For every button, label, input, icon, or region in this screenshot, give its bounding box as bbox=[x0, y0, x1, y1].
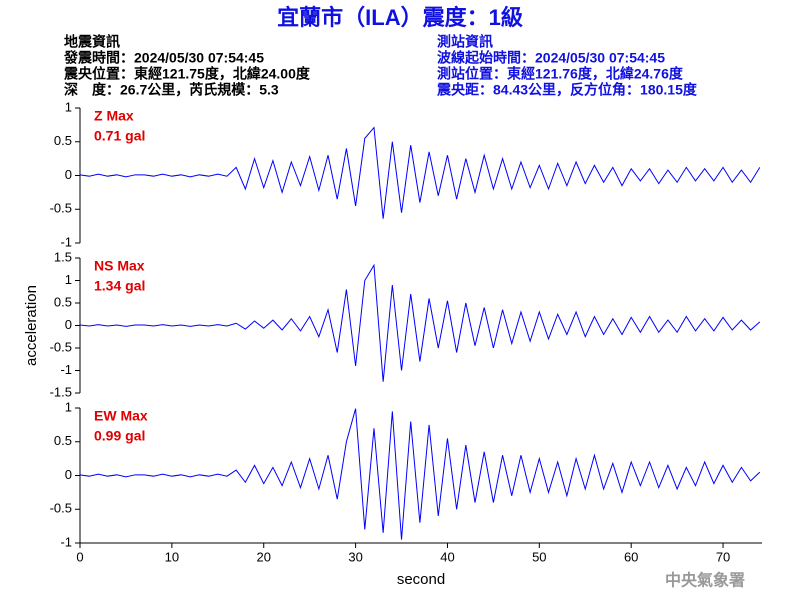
x-tick-label: 60 bbox=[624, 549, 638, 564]
info-line: 發震時間：2024/05/30 07:54:45 bbox=[63, 50, 264, 66]
annotation: 0.99 gal bbox=[94, 428, 145, 444]
annotation: NS Max bbox=[94, 258, 145, 274]
y-tick-label: 1 bbox=[65, 272, 72, 287]
x-tick-label: 20 bbox=[256, 549, 270, 564]
y-tick-label: 0 bbox=[65, 467, 72, 482]
annotation: Z Max bbox=[94, 108, 134, 124]
x-tick-label: 10 bbox=[165, 549, 179, 564]
y-tick-label: 0 bbox=[65, 317, 72, 332]
x-axis-label: second bbox=[397, 571, 445, 588]
info-line: 震央距：84.43公里，反方位角：180.15度 bbox=[436, 82, 698, 98]
x-tick-label: 0 bbox=[76, 549, 83, 564]
y-tick-label: -1 bbox=[60, 534, 72, 549]
annotation: 1.34 gal bbox=[94, 278, 145, 294]
y-tick-label: -0.5 bbox=[50, 501, 72, 516]
y-tick-label: -1 bbox=[60, 234, 72, 249]
x-tick-label: 30 bbox=[348, 549, 362, 564]
y-tick-label: 0.5 bbox=[54, 133, 72, 148]
watermark: 中央氣象署 bbox=[665, 571, 745, 590]
annotation: 0.71 gal bbox=[94, 128, 145, 144]
x-tick-label: 40 bbox=[440, 549, 454, 564]
info-line: 地震資訊 bbox=[64, 34, 120, 50]
info-line: 波線起始時間：2024/05/30 07:54:45 bbox=[437, 50, 665, 66]
y-tick-label: 1 bbox=[65, 399, 72, 414]
x-tick-label: 70 bbox=[716, 549, 730, 564]
y-tick-label: 0 bbox=[65, 167, 72, 182]
y-tick-label: -1 bbox=[60, 362, 72, 377]
y-tick-label: 1.5 bbox=[54, 249, 72, 264]
y-tick-label: -1.5 bbox=[50, 384, 72, 399]
info-line: 深 度：26.7公里，芮氏規模：5.3 bbox=[64, 82, 279, 98]
y-tick-label: -0.5 bbox=[50, 339, 72, 354]
y-tick-label: 0.5 bbox=[54, 433, 72, 448]
y-tick-label: -0.5 bbox=[50, 201, 72, 216]
annotation: EW Max bbox=[94, 408, 148, 424]
info-line: 震央位置：東經121.75度，北緯24.00度 bbox=[63, 66, 311, 82]
y-tick-label: 0.5 bbox=[54, 294, 72, 309]
info-line: 測站資訊 bbox=[437, 34, 493, 50]
waveform bbox=[79, 126, 761, 219]
left-info: 地震資訊 發震時間：2024/05/30 07:54:45 震央位置：東經121… bbox=[63, 34, 311, 98]
right-info: 測站資訊 波線起始時間：2024/05/30 07:54:45 測站位置：東經1… bbox=[436, 34, 698, 98]
waveform bbox=[79, 263, 761, 382]
y-tick-label: 1 bbox=[65, 99, 72, 114]
x-tick-label: 50 bbox=[532, 549, 546, 564]
y-axis-label: acceleration bbox=[23, 285, 40, 366]
chart-title: 宜蘭市（ILA）震度：1級 bbox=[277, 5, 523, 30]
waveform bbox=[79, 408, 761, 540]
info-line: 測站位置：東經121.76度，北緯24.76度 bbox=[437, 66, 684, 82]
